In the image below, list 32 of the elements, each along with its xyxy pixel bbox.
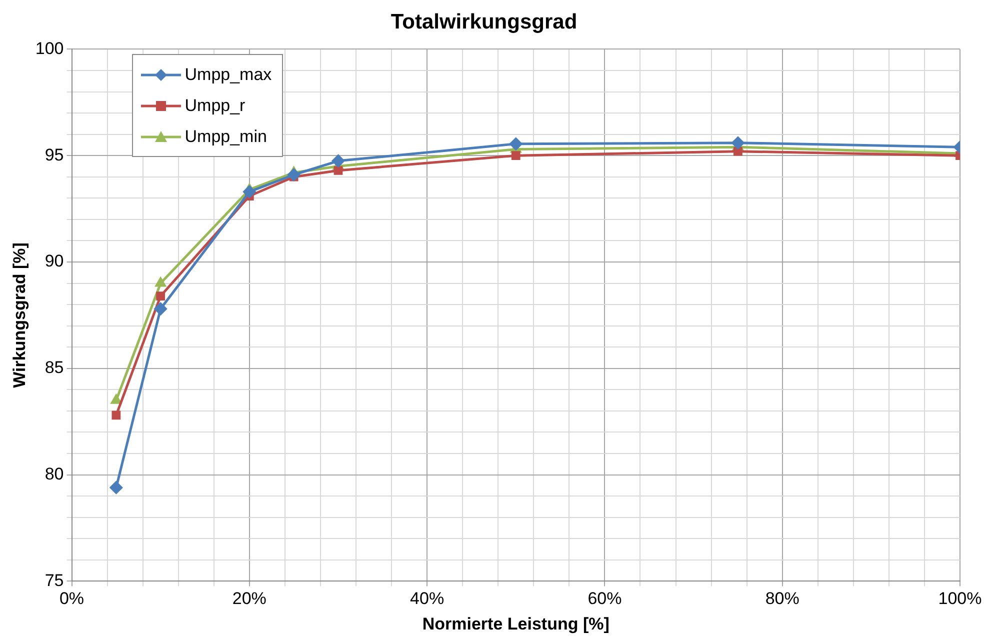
point <box>732 136 744 150</box>
point <box>332 154 344 168</box>
point <box>110 481 122 494</box>
chart-title: Totalwirkungsgrad <box>390 10 578 34</box>
point <box>510 138 522 150</box>
y-tick-label: 90 <box>44 252 64 271</box>
x-tick-label: 80% <box>765 589 800 608</box>
x-tick-label: 60% <box>588 589 622 608</box>
x-axis-title: Normierte Leistung [%] <box>422 614 610 634</box>
point <box>155 278 166 287</box>
y-tick-label: 85 <box>44 358 64 378</box>
y-tick-label: 100 <box>35 38 64 58</box>
x-tick-label: 40% <box>410 589 444 608</box>
x-tick-label: 0% <box>59 589 84 608</box>
point <box>288 168 300 181</box>
point <box>112 410 121 420</box>
point <box>156 292 166 300</box>
legend-label: Umpp_min <box>184 126 267 147</box>
point <box>154 302 167 316</box>
y-tick-label: 95 <box>44 145 64 164</box>
y-tick-label: 75 <box>44 570 64 590</box>
x-tick-label: 100% <box>938 589 982 608</box>
legend-label: Umpp_max <box>184 64 272 85</box>
y-axis-title: Wirkungsgrad [%] <box>10 242 29 388</box>
legend-label: Umpp_r <box>184 96 246 116</box>
point <box>111 394 122 404</box>
y-tick-label: 80 <box>44 464 64 484</box>
point <box>243 186 256 198</box>
point <box>334 166 343 175</box>
point <box>734 146 742 156</box>
x-tick-label: 20% <box>232 589 266 608</box>
point <box>511 151 520 160</box>
